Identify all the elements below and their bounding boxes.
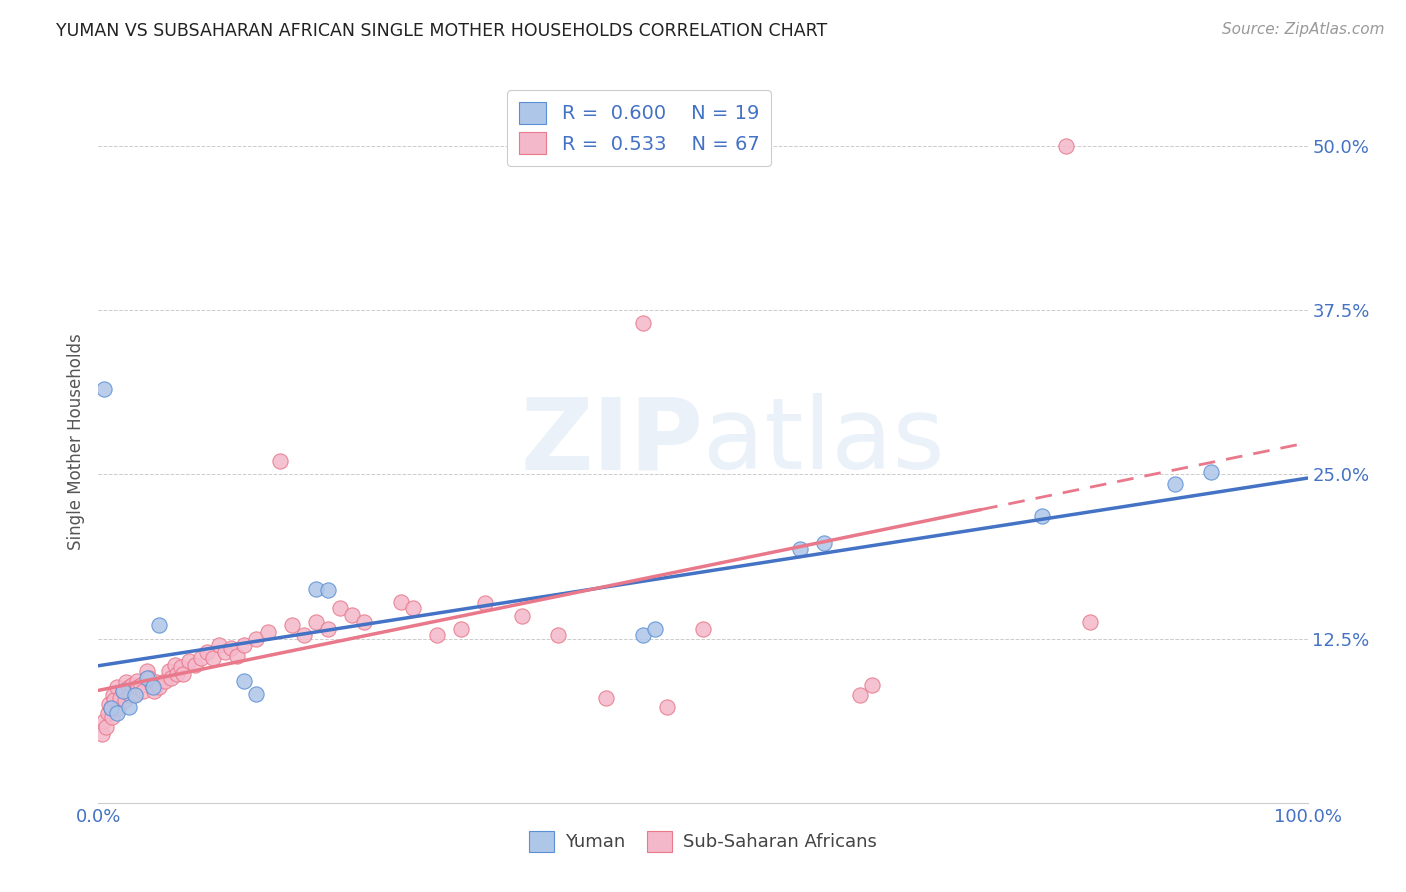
Point	[124, 687, 146, 701]
Point	[148, 680, 170, 694]
Point	[111, 684, 134, 698]
Point	[226, 648, 249, 663]
Point	[789, 542, 811, 557]
Point	[305, 615, 328, 629]
Point	[101, 688, 124, 702]
Point	[153, 673, 176, 688]
Point	[145, 675, 167, 690]
Point	[172, 667, 194, 681]
Point	[1031, 509, 1053, 524]
Point	[692, 623, 714, 637]
Point	[166, 667, 188, 681]
Point	[118, 699, 141, 714]
Point	[129, 677, 152, 691]
Point	[91, 727, 114, 741]
Point	[190, 651, 212, 665]
Point	[97, 706, 120, 721]
Point	[127, 673, 149, 688]
Point	[143, 684, 166, 698]
Point	[631, 627, 654, 641]
Point	[93, 714, 115, 729]
Point	[426, 627, 449, 641]
Point	[221, 640, 243, 655]
Point	[202, 651, 225, 665]
Text: YUMAN VS SUBSAHARAN AFRICAN SINGLE MOTHER HOUSEHOLDS CORRELATION CHART: YUMAN VS SUBSAHARAN AFRICAN SINGLE MOTHE…	[56, 22, 828, 40]
Point	[245, 687, 267, 701]
Point	[1054, 139, 1077, 153]
Point	[118, 688, 141, 702]
Point	[342, 607, 364, 622]
Point	[547, 627, 569, 641]
Point	[353, 615, 375, 629]
Point	[329, 601, 352, 615]
Point	[1199, 465, 1222, 479]
Point	[1163, 476, 1185, 491]
Text: ZIP: ZIP	[520, 393, 703, 490]
Point	[93, 382, 115, 396]
Point	[141, 677, 163, 691]
Text: atlas: atlas	[703, 393, 945, 490]
Point	[655, 699, 678, 714]
Point	[105, 680, 128, 694]
Point	[195, 645, 218, 659]
Point	[132, 684, 155, 698]
Point	[510, 609, 533, 624]
Point	[124, 688, 146, 702]
Y-axis label: Single Mother Households: Single Mother Households	[66, 334, 84, 549]
Point	[103, 693, 125, 707]
Point	[184, 657, 207, 672]
Point	[595, 690, 617, 705]
Point	[135, 665, 157, 679]
Point	[121, 677, 143, 691]
Point	[450, 623, 472, 637]
Point	[127, 680, 149, 694]
Point	[860, 677, 883, 691]
Point	[169, 660, 191, 674]
Point	[281, 618, 304, 632]
Point	[100, 701, 122, 715]
Point	[631, 316, 654, 330]
Point	[232, 673, 254, 688]
Point	[111, 684, 134, 698]
Point	[142, 680, 165, 694]
Point	[214, 645, 236, 659]
Point	[108, 690, 131, 705]
Point	[138, 671, 160, 685]
Point	[208, 638, 231, 652]
Text: Source: ZipAtlas.com: Source: ZipAtlas.com	[1222, 22, 1385, 37]
Point	[849, 688, 872, 702]
Point	[114, 693, 136, 707]
Point	[163, 657, 186, 672]
Point	[305, 582, 328, 596]
Point	[107, 701, 129, 715]
Point	[245, 632, 267, 646]
Point	[105, 706, 128, 721]
Point	[148, 618, 170, 632]
Point	[1078, 615, 1101, 629]
Point	[98, 698, 121, 712]
Point	[160, 671, 183, 685]
Point	[402, 601, 425, 615]
Point	[157, 665, 180, 679]
Point	[316, 582, 339, 597]
Point	[389, 595, 412, 609]
Point	[135, 671, 157, 685]
Point	[100, 710, 122, 724]
Point	[100, 701, 122, 715]
Point	[179, 654, 201, 668]
Point	[813, 535, 835, 549]
Point	[118, 680, 141, 694]
Point	[94, 720, 117, 734]
Point	[232, 638, 254, 652]
Point	[292, 627, 315, 641]
Point	[256, 625, 278, 640]
Point	[115, 675, 138, 690]
Legend: Yuman, Sub-Saharan Africans: Yuman, Sub-Saharan Africans	[522, 823, 884, 859]
Point	[474, 596, 496, 610]
Point	[316, 623, 339, 637]
Point	[269, 454, 291, 468]
Point	[644, 623, 666, 637]
